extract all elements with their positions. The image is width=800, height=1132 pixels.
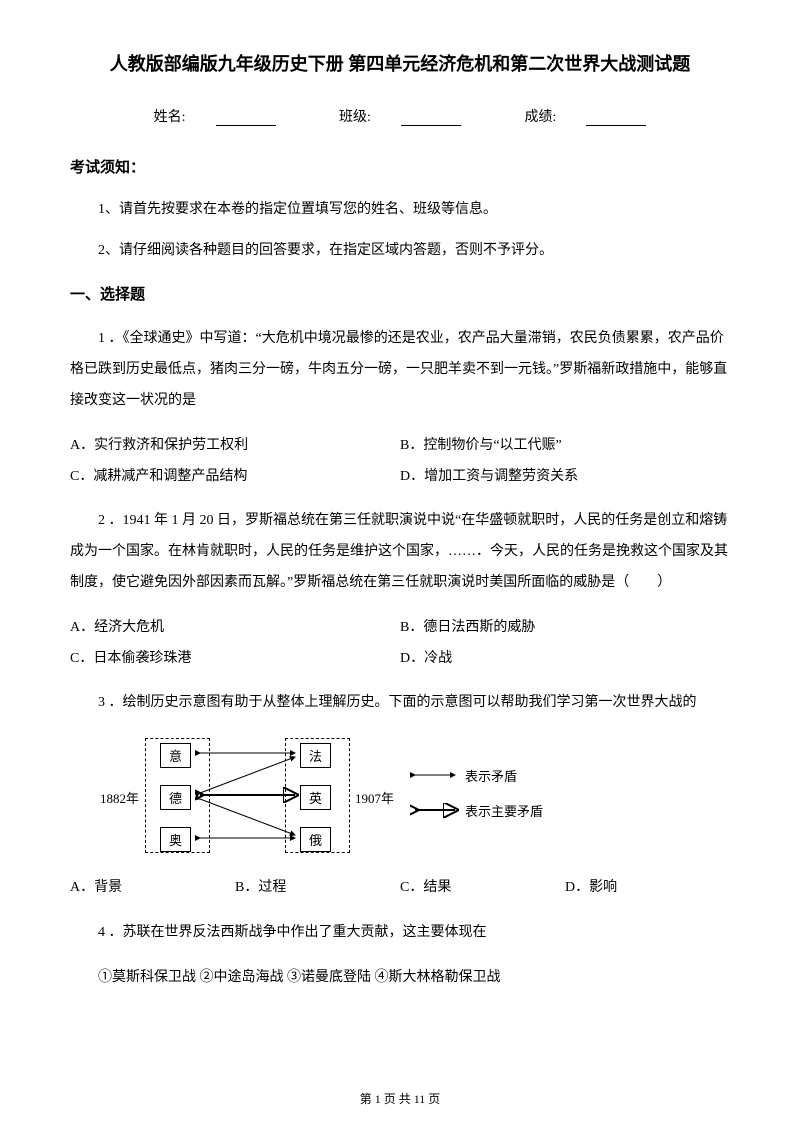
q1-option-b: B．控制物价与“以工代赈”	[400, 431, 730, 462]
node-fa: 法	[300, 743, 331, 768]
question-3-text: 3 ．绘制历史示意图有助于从整体上理解历史。下面的示意图可以帮助我们学习第一次世…	[70, 688, 730, 719]
q3-option-a: A．背景	[70, 873, 235, 904]
q2-option-b: B．德日法西斯的威胁	[400, 613, 730, 644]
question-1-text: 1 ．《全球通史》中写道：“大危机中境况最惨的还是农业，农产品大量滞销，农民负债…	[70, 324, 730, 416]
diagram-arrows	[195, 743, 300, 853]
instruction-1: 1、请首先按要求在本卷的指定位置填写您的姓名、班级等信息。	[98, 197, 730, 222]
q1-option-a: A．实行救济和保护劳工权利	[70, 431, 400, 462]
question-4-sub: ①莫斯科保卫战 ②中途岛海战 ③诺曼底登陆 ④斯大林格勒保卫战	[70, 963, 730, 994]
q2-option-a: A．经济大危机	[70, 613, 400, 644]
legend-arrow-2	[410, 803, 460, 818]
q2-option-d: D．冷战	[400, 644, 730, 675]
page-footer: 第 1 页 共 11 页	[0, 1090, 800, 1107]
wwi-diagram: 1882年 1907年 意 德 奥 法 英 俄	[110, 733, 590, 863]
legend-text-1: 表示矛盾	[465, 766, 517, 785]
section-1-title: 一、选择题	[70, 283, 730, 304]
legend-text-2: 表示主要矛盾	[465, 801, 543, 820]
question-2-text: 2 ．1941 年 1 月 20 日，罗斯福总统在第三任就职演说中说“在华盛顿就…	[70, 506, 730, 598]
instruction-2: 2、请仔细阅读各种题目的回答要求，在指定区域内答题，否则不予评分。	[98, 238, 730, 263]
question-2-options: A．经济大危机 B．德日法西斯的威胁 C．日本偷袭珍珠港 D．冷战	[70, 613, 730, 675]
node-e: 俄	[300, 827, 331, 852]
student-info-line: 姓名: 班级: 成绩:	[70, 106, 730, 126]
name-blank[interactable]	[216, 112, 276, 126]
score-blank[interactable]	[586, 112, 646, 126]
q2-option-c: C．日本偷袭珍珠港	[70, 644, 400, 675]
question-4-text: 4 ．苏联在世界反法西斯战争中作出了重大贡献，这主要体现在	[70, 918, 730, 949]
class-label: 班级:	[324, 110, 476, 125]
q1-option-d: D．增加工资与调整劳资关系	[400, 462, 730, 493]
node-ao: 奥	[160, 827, 191, 852]
q1-option-c: C．减耕减产和调整产品结构	[70, 462, 400, 493]
q3-option-c: C．结果	[400, 873, 565, 904]
question-1-options: A．实行救济和保护劳工权利 B．控制物价与“以工代赈” C．减耕减产和调整产品结…	[70, 431, 730, 493]
q3-option-b: B．过程	[235, 873, 400, 904]
question-3-options: A．背景 B．过程 C．结果 D．影响	[70, 873, 730, 904]
exam-notice-heading: 考试须知：	[70, 156, 730, 177]
diagram-container: 1882年 1907年 意 德 奥 法 英 俄	[110, 733, 730, 863]
node-yi: 意	[160, 743, 191, 768]
node-de: 德	[160, 785, 191, 810]
node-ying: 英	[300, 785, 331, 810]
page-title: 人教版部编版九年级历史下册 第四单元经济危机和第二次世界大战测试题	[70, 50, 730, 76]
class-blank[interactable]	[401, 112, 461, 126]
name-label: 姓名:	[139, 110, 291, 125]
score-label: 成绩:	[509, 110, 661, 125]
year-1882: 1882年	[100, 788, 139, 807]
legend-arrow-1	[410, 768, 460, 783]
q3-option-d: D．影响	[565, 873, 730, 904]
year-1907: 1907年	[355, 788, 394, 807]
